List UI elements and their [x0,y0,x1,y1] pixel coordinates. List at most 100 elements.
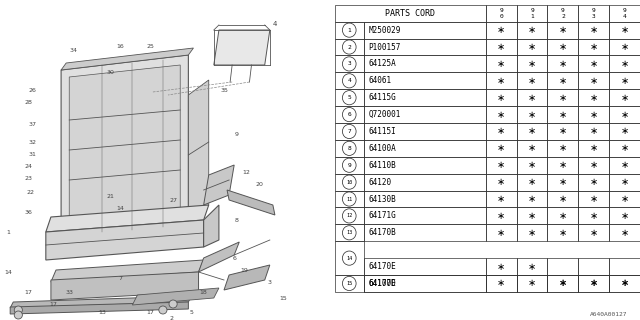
Bar [364,55,486,72]
Text: 14: 14 [4,269,12,275]
Bar [609,39,640,55]
Bar [335,89,364,106]
Text: 64061: 64061 [369,76,392,85]
Text: ∗: ∗ [621,278,628,288]
Text: ∗: ∗ [559,160,567,170]
Bar [516,22,547,39]
Bar [486,89,516,106]
Text: 1: 1 [6,229,10,235]
Text: ∗: ∗ [559,76,567,86]
Text: 14: 14 [116,205,124,211]
Bar [579,157,609,174]
Text: ∗: ∗ [559,109,567,120]
Polygon shape [51,260,204,282]
Text: 11: 11 [346,196,353,202]
Bar [579,140,609,157]
Text: 35: 35 [220,87,228,92]
Bar [516,72,547,89]
Text: 13: 13 [346,230,353,235]
Text: 2: 2 [169,316,173,320]
Bar [579,5,609,22]
Text: ∗: ∗ [497,25,505,35]
Bar [335,5,486,22]
Text: 34: 34 [69,49,77,53]
Bar [335,123,364,140]
Text: ∗: ∗ [497,126,505,136]
Bar [547,22,579,39]
Bar [609,258,640,275]
Text: 31: 31 [29,151,36,156]
Text: ∗: ∗ [621,42,628,52]
Bar [547,207,579,224]
Bar [335,191,364,207]
Bar [516,55,547,72]
Text: 27: 27 [169,197,177,203]
Text: 7: 7 [118,276,122,281]
Bar [486,224,516,241]
Text: 5: 5 [189,309,193,315]
Bar [516,157,547,174]
Bar [579,207,609,224]
Text: 17: 17 [49,301,57,307]
Text: M250029: M250029 [369,26,401,35]
Bar [364,191,486,207]
Bar [609,140,640,157]
Text: 30: 30 [106,69,114,75]
Polygon shape [69,65,180,232]
Text: ∗: ∗ [497,177,505,187]
Bar [609,22,640,39]
Bar [579,224,609,241]
Polygon shape [10,296,191,308]
Bar [516,140,547,157]
Text: 64170B: 64170B [369,228,396,237]
Bar [609,5,640,22]
Bar [486,258,516,275]
Text: ∗: ∗ [528,194,536,204]
Text: 28: 28 [24,100,33,105]
Polygon shape [224,265,270,290]
Bar [486,140,516,157]
Bar [335,207,364,224]
Bar [547,123,579,140]
Text: ∗: ∗ [497,261,505,272]
Text: 8: 8 [234,218,238,222]
Polygon shape [10,302,188,314]
Bar [579,275,609,292]
Bar [516,174,547,191]
Bar [335,157,364,174]
Polygon shape [188,80,209,220]
Polygon shape [51,272,198,300]
Text: ∗: ∗ [621,25,628,35]
Bar [364,174,486,191]
Text: ∗: ∗ [589,160,598,170]
Text: 9: 9 [348,163,351,168]
Text: 24: 24 [24,164,33,170]
Bar [516,106,547,123]
Bar [609,191,640,207]
Text: 1: 1 [348,28,351,33]
Bar [486,275,516,292]
Text: 64115I: 64115I [369,127,396,136]
Text: ∗: ∗ [497,211,505,221]
Polygon shape [204,205,219,247]
Text: ∗: ∗ [559,59,567,69]
Bar [609,207,640,224]
Bar [364,22,486,39]
Bar [547,55,579,72]
Text: ∗: ∗ [621,143,628,153]
Bar [579,258,609,275]
Bar [364,157,486,174]
Polygon shape [46,220,204,260]
Text: ∗: ∗ [589,278,598,288]
Bar [364,275,486,292]
Text: 15: 15 [279,295,287,300]
Text: 13: 13 [98,309,106,315]
Bar [579,191,609,207]
Bar [516,39,547,55]
Text: ∗: ∗ [621,109,628,120]
Bar [547,275,579,292]
Text: 7: 7 [348,129,351,134]
Bar [579,72,609,89]
Bar [609,72,640,89]
Bar [335,224,364,241]
